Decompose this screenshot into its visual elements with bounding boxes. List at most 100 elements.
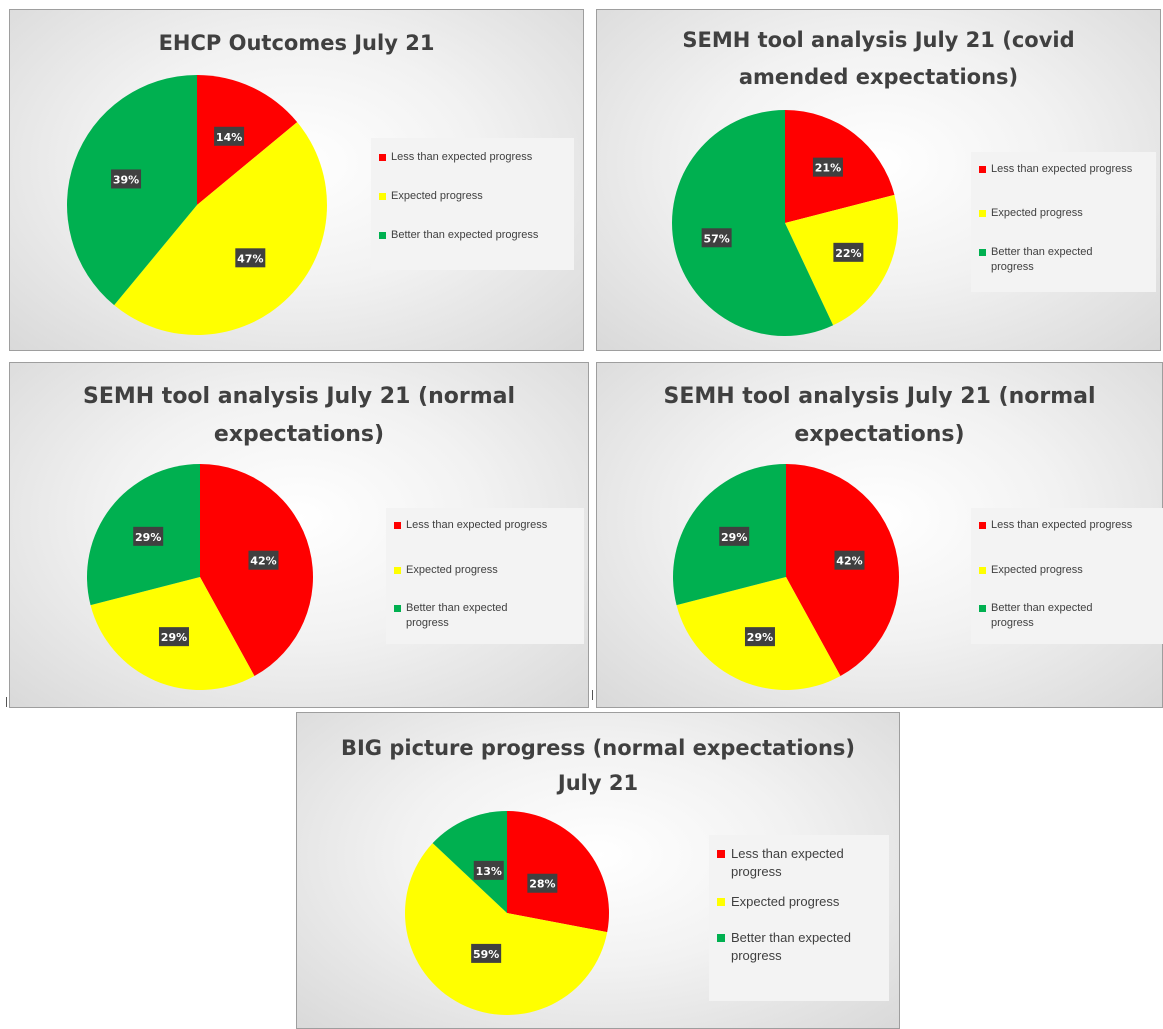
chart-title: EHCP Outcomes July 21 bbox=[158, 31, 435, 55]
data-label: 13% bbox=[473, 860, 504, 880]
data-label-box bbox=[158, 627, 189, 647]
legend-item-less: Less than expected progress bbox=[717, 845, 871, 881]
chart-title: BIG picture progress (normal expectation… bbox=[340, 736, 856, 795]
legend-swatch-yellow bbox=[379, 193, 386, 200]
data-label-text: 59% bbox=[473, 948, 499, 961]
legend-item-better: Better than expected progress bbox=[394, 601, 546, 631]
chart-legend: Less than expected progress Expected pro… bbox=[971, 508, 1163, 644]
legend-swatch-red bbox=[979, 166, 986, 173]
data-label-box bbox=[248, 550, 279, 570]
data-label-text: 57% bbox=[703, 232, 729, 245]
legend-label: Better than expected progress bbox=[406, 602, 508, 629]
legend-swatch-yellow bbox=[979, 567, 986, 574]
data-label-box bbox=[719, 526, 750, 546]
legend-swatch-yellow bbox=[979, 210, 986, 217]
data-label-box bbox=[235, 248, 266, 268]
legend-swatch-green bbox=[394, 605, 401, 612]
legend-item-expected: Expected progress bbox=[979, 206, 1150, 221]
data-label-box bbox=[471, 943, 502, 963]
pie-chart: 42% 29% 29% bbox=[86, 464, 313, 690]
legend-label: Expected progress bbox=[991, 564, 1083, 576]
slice-better-than-expected bbox=[672, 110, 834, 336]
legend-swatch-red bbox=[979, 522, 986, 529]
data-label-text: 13% bbox=[476, 865, 502, 878]
chart-legend: Less than expected progress Expected pro… bbox=[971, 152, 1156, 292]
data-label: 29% bbox=[744, 627, 775, 647]
data-label: 29% bbox=[158, 627, 189, 647]
legend-label: Less than expected progress bbox=[991, 519, 1133, 531]
legend-label: Expected progress bbox=[406, 564, 498, 576]
data-label-box bbox=[133, 526, 164, 546]
legend-item-expected: Expected progress bbox=[979, 563, 1158, 578]
data-label: 21% bbox=[812, 157, 843, 177]
legend-swatch-green bbox=[979, 605, 986, 612]
data-label-text: 22% bbox=[835, 247, 861, 260]
slice-better-than-expected bbox=[67, 75, 198, 306]
slice-less-than-expected bbox=[786, 464, 899, 677]
chart-title: SEMH tool analysis July 21 (covid amende… bbox=[682, 28, 1075, 89]
data-label-text: 29% bbox=[161, 631, 187, 644]
pie-chart: 14% 47% 39% bbox=[67, 75, 327, 335]
data-label-text: 14% bbox=[216, 131, 242, 144]
legend-label: Better than expected progress bbox=[991, 246, 1093, 273]
slice-expected bbox=[114, 122, 327, 335]
legend-item-expected: Expected progress bbox=[379, 189, 568, 204]
legend-swatch-yellow bbox=[394, 567, 401, 574]
legend-swatch-green bbox=[717, 934, 725, 942]
data-label-text: 28% bbox=[529, 878, 555, 891]
data-label-text: 47% bbox=[237, 252, 263, 265]
legend-swatch-yellow bbox=[717, 898, 725, 906]
chart-title: SEMH tool analysis July 21 (normal expec… bbox=[663, 384, 1096, 447]
chart-panel-semh-covid: SEMH tool analysis July 21 (covid amende… bbox=[596, 9, 1161, 351]
pie-chart: 42% 29% 29% bbox=[673, 464, 899, 690]
legend-item-better: Better than expected progress bbox=[979, 601, 1131, 631]
chart-legend: Less than expected progress Expected pro… bbox=[709, 835, 889, 1001]
slice-less-than-expected bbox=[200, 464, 313, 677]
legend-swatch-green bbox=[379, 232, 386, 239]
data-label-box bbox=[527, 873, 558, 893]
legend-item-less: Less than expected progress bbox=[979, 162, 1150, 177]
chart-panel-big-picture: BIG picture progress (normal expectation… bbox=[296, 712, 900, 1029]
legend-item-better: Better than expected progress bbox=[717, 929, 881, 965]
edge-tick bbox=[592, 690, 593, 700]
data-label-box bbox=[744, 627, 775, 647]
legend-swatch-green bbox=[979, 249, 986, 256]
data-label-box bbox=[214, 126, 245, 146]
slice-better-than-expected bbox=[432, 811, 507, 913]
legend-label: Less than expected progress bbox=[731, 846, 844, 879]
data-label-text: 29% bbox=[135, 531, 161, 544]
chart-panel-semh-normal-left: SEMH tool analysis July 21 (normal expec… bbox=[9, 362, 589, 708]
legend-swatch-red bbox=[394, 522, 401, 529]
data-label-box bbox=[473, 860, 504, 880]
legend-swatch-red bbox=[717, 850, 725, 858]
data-label-box bbox=[111, 169, 142, 189]
chart-panel-ehcp: EHCP Outcomes July 21 14% 47% 39% Less tha… bbox=[9, 9, 584, 351]
legend-label: Less than expected progress bbox=[991, 163, 1133, 175]
legend-swatch-red bbox=[379, 154, 386, 161]
legend-item-better: Better than expected progress bbox=[379, 228, 541, 243]
data-label: 42% bbox=[834, 550, 865, 570]
legend-item-expected: Expected progress bbox=[717, 893, 883, 911]
legend-label: Better than expected progress bbox=[731, 930, 851, 963]
legend-item-expected: Expected progress bbox=[394, 563, 578, 578]
data-label-text: 29% bbox=[747, 631, 773, 644]
legend-item-better: Better than expected progress bbox=[979, 245, 1131, 275]
data-label-box bbox=[812, 157, 843, 177]
data-label: 59% bbox=[471, 943, 502, 963]
data-label: 57% bbox=[701, 228, 732, 248]
chart-legend: Less than expected progress Expected pro… bbox=[386, 508, 584, 644]
legend-label: Less than expected progress bbox=[406, 519, 548, 531]
slice-less-than-expected bbox=[197, 75, 298, 205]
legend-label: Expected progress bbox=[731, 894, 840, 909]
legend-label: Better than expected progress bbox=[991, 602, 1093, 629]
chart-panel-semh-normal-right: SEMH tool analysis July 21 (normal expec… bbox=[596, 362, 1163, 708]
data-label-text: 21% bbox=[815, 162, 841, 175]
slice-expected bbox=[405, 843, 608, 1015]
data-label: 22% bbox=[833, 242, 864, 262]
legend-label: Better than expected progress bbox=[391, 229, 539, 241]
data-label: 39% bbox=[111, 169, 142, 189]
edge-tick bbox=[6, 697, 7, 707]
legend-item-less: Less than expected progress bbox=[379, 150, 568, 165]
pie-chart: 28% 59% 13% bbox=[405, 811, 609, 1015]
chart-legend: Less than expected progress Expected pro… bbox=[371, 138, 574, 270]
